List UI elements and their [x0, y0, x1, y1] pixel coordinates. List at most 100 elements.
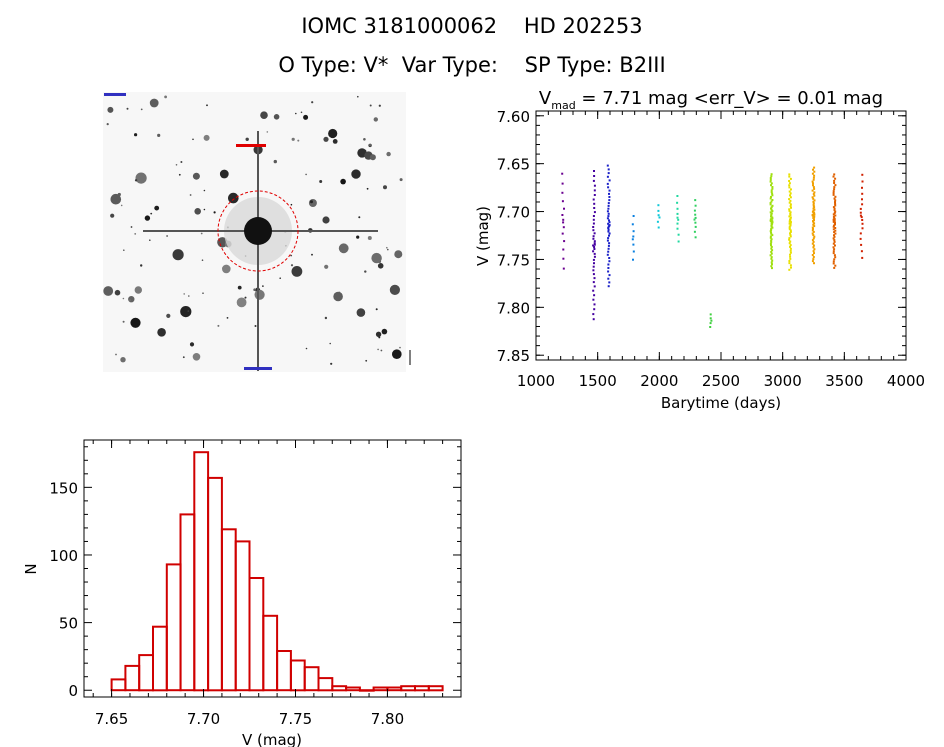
finder-star [192, 138, 194, 141]
finder-star [130, 317, 141, 328]
light-curve-point [834, 199, 837, 202]
light-curve-point [593, 252, 596, 255]
light-curve-point [788, 175, 791, 178]
light-curve-point [861, 186, 863, 189]
light-curve-point [592, 218, 595, 221]
light-curve-point [694, 216, 697, 219]
light-curve-point [608, 199, 611, 202]
light-curve-point [833, 266, 836, 269]
finder-star [110, 213, 115, 218]
light-curve-point [607, 250, 610, 253]
histogram-bar [193, 451, 210, 692]
finder-star [222, 264, 231, 274]
title-stats: = 7.71 mag <err_V> = 0.01 mag [576, 88, 883, 109]
light-curve-point [832, 175, 835, 178]
y-tick-label: 7.65 [497, 156, 530, 174]
light-curve-point [790, 188, 792, 191]
light-curve-point [657, 226, 660, 229]
histogram-bar [400, 685, 417, 692]
light-curve-point [813, 219, 815, 221]
light-curve-point [834, 232, 837, 235]
light-curve-point [694, 221, 697, 224]
light-curve-point [834, 201, 836, 204]
light-curve-point [770, 257, 773, 260]
light-curve-point [771, 263, 773, 266]
light-curve-point [790, 206, 792, 209]
finder-star [308, 199, 317, 207]
finder-star [305, 173, 307, 176]
light-curve-point [811, 239, 814, 242]
light-curve-point [607, 172, 610, 175]
finder-star [357, 95, 359, 98]
finder-star [206, 104, 208, 107]
histogram-bar [386, 686, 403, 692]
light-curve-point [811, 226, 814, 229]
histogram-bar [248, 577, 265, 692]
light-curve-point [770, 175, 773, 178]
light-curve-point [606, 210, 609, 213]
light-curve-point [608, 257, 611, 259]
light-curve-point [832, 242, 835, 245]
finder-star [149, 98, 159, 108]
light-curve-point [861, 227, 864, 230]
light-curve-point [789, 212, 792, 215]
light-curve-point [561, 214, 564, 216]
finder-star [203, 208, 206, 211]
light-curve-point [770, 184, 772, 187]
finder-star [340, 178, 346, 185]
light-curve-point [676, 195, 679, 197]
light-curve-point [788, 190, 791, 193]
light-curve-point [592, 237, 595, 240]
light-curve-point [813, 252, 815, 255]
light-curve-point [834, 204, 837, 207]
histogram-bar [165, 563, 182, 692]
finder-star [303, 114, 309, 120]
light-curve-point [789, 257, 792, 260]
light-curve-point [770, 250, 773, 253]
light-curve-point [812, 227, 814, 230]
hist-x-tick-label: 7.80 [371, 710, 404, 728]
finder-star [300, 111, 303, 114]
finder-star [332, 139, 338, 144]
light-curve-point [770, 207, 772, 210]
finder-star [290, 203, 293, 206]
finder-star [114, 289, 121, 296]
finder-star [226, 317, 229, 319]
x-tick-label: 2000 [640, 372, 678, 390]
finder-star [324, 264, 329, 269]
light-curve-point [771, 259, 774, 262]
light-curve-point [811, 254, 814, 256]
light-curve-point [833, 188, 836, 191]
light-curve-point [811, 196, 814, 199]
light-curve-point [607, 270, 610, 273]
light-curve-point [562, 226, 565, 229]
light-curve-point [561, 182, 564, 185]
light-curve-point [771, 199, 774, 201]
light-curve-point [770, 206, 773, 209]
light-curve-point [607, 237, 610, 240]
light-curve-point [859, 237, 862, 240]
x-tick-label: 3500 [825, 372, 863, 390]
finder-star [203, 189, 206, 192]
light-curve-point [608, 232, 611, 235]
light-curve-point [788, 242, 791, 245]
light-curve-frame [535, 110, 907, 361]
histogram-bar [124, 664, 141, 692]
light-curve-point [694, 225, 697, 228]
light-curve-point [593, 240, 596, 243]
light-curve-point [709, 322, 712, 325]
light-curve-point [788, 209, 791, 212]
finder-star [228, 192, 239, 204]
finder-star [319, 180, 323, 183]
light-curve-point [832, 218, 835, 221]
finder-star [106, 123, 109, 126]
light-curve-point [789, 245, 791, 248]
light-curve-point [789, 224, 792, 227]
target-star [244, 217, 272, 245]
finder-star [150, 212, 153, 215]
light-curve-point [788, 173, 791, 176]
finder-star [103, 286, 114, 296]
light-curve-point [592, 198, 595, 201]
light-curve-point [770, 213, 773, 216]
light-curve-point [811, 172, 814, 175]
